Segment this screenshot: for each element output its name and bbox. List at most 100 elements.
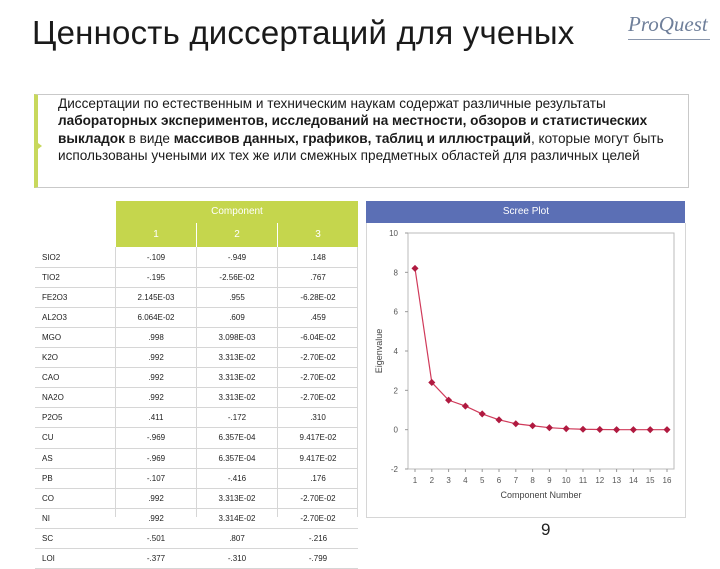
data-point xyxy=(646,426,654,434)
series-line xyxy=(414,268,667,431)
cell-value: -2.70E-02 xyxy=(300,393,336,403)
y-tick-label: 6 xyxy=(394,308,399,317)
table-row: LOI -.377 -.310 -.799 xyxy=(35,549,358,569)
cell-value: -6.28E-02 xyxy=(300,293,336,303)
data-point xyxy=(495,416,503,424)
row-label: FE2O3 xyxy=(42,293,68,303)
cell-value: -.949 xyxy=(227,253,247,262)
cell-value: -.109 xyxy=(146,253,166,262)
row-label: CO xyxy=(42,493,54,503)
data-point xyxy=(613,426,621,434)
x-tick-label: 15 xyxy=(646,476,655,485)
x-tick-label: 4 xyxy=(463,476,468,485)
column-header-1: 1 xyxy=(116,223,196,247)
data-point xyxy=(579,425,587,433)
table-row: K2O .992 3.313E-02 -2.70E-02 xyxy=(35,348,358,368)
cell-value: 3.313E-02 xyxy=(218,393,256,403)
cell-value: .955 xyxy=(229,293,245,303)
quote-part-3: массивов данных, графиков, таблиц и иллю… xyxy=(173,130,531,146)
x-tick-label: 5 xyxy=(480,476,485,485)
data-point xyxy=(663,426,671,434)
table-row: SIO2 -.109 -.949 .148 xyxy=(35,248,358,268)
cell-value: 3.098E-03 xyxy=(218,333,256,343)
row-label: MGO xyxy=(42,333,62,343)
cell-value: -.195 xyxy=(146,273,166,283)
cell-value: 9.417E-02 xyxy=(299,453,337,463)
row-label: AL2O3 xyxy=(42,313,67,323)
cell-value: -.172 xyxy=(227,413,247,423)
cell-value: .992 xyxy=(148,493,164,503)
cell-value: 2.145E-03 xyxy=(137,293,175,303)
row-label: CAO xyxy=(42,373,60,383)
column-divider xyxy=(357,247,358,517)
row-label: AS xyxy=(42,453,53,463)
y-tick-label: -2 xyxy=(391,465,399,474)
data-point xyxy=(545,424,553,432)
y-tick-label: 8 xyxy=(394,268,399,277)
cell-value: -.107 xyxy=(146,473,166,483)
column-divider xyxy=(115,247,116,517)
table-row: CO .992 3.313E-02 -2.70E-02 xyxy=(35,489,358,509)
cell-value: .411 xyxy=(148,413,164,423)
cell-value: -.216 xyxy=(308,533,328,543)
y-tick-label: 2 xyxy=(394,386,399,395)
table-row: AS -.969 6.357E-04 9.417E-02 xyxy=(35,449,358,469)
x-tick-label: 12 xyxy=(595,476,604,485)
scree-plot-frame xyxy=(366,223,686,518)
data-point xyxy=(512,420,520,428)
x-tick-label: 10 xyxy=(562,476,571,485)
table-row: AL2O3 6.064E-02 .609 .459 xyxy=(35,308,358,328)
x-tick-label: 6 xyxy=(497,476,502,485)
quote-part-4: , которые могут быть использованы ученым… xyxy=(58,130,664,164)
data-point xyxy=(478,410,486,418)
column-header-2: 2 xyxy=(197,223,277,247)
column-header-3: 3 xyxy=(278,223,358,247)
x-tick-label: 14 xyxy=(629,476,638,485)
table-row: NI .992 3.314E-02 -2.70E-02 xyxy=(35,509,358,529)
page-number: 9 xyxy=(541,520,551,539)
cell-value: -.969 xyxy=(146,433,166,443)
cell-value: -.377 xyxy=(146,553,166,563)
cell-value: -2.70E-02 xyxy=(300,373,336,383)
cell-value: .459 xyxy=(310,313,326,323)
page-title: Ценность диссертаций для ученых xyxy=(32,14,575,51)
table-row: CU -.969 6.357E-04 9.417E-02 xyxy=(35,428,358,448)
x-tick-label: 1 xyxy=(413,476,418,485)
y-axis-label: Eigenvalue xyxy=(374,329,384,374)
row-label: TIO2 xyxy=(42,273,60,283)
x-tick-label: 16 xyxy=(663,476,672,485)
row-label: LOI xyxy=(42,553,55,563)
table-row: MGO .998 3.098E-03 -6.04E-02 xyxy=(35,328,358,348)
row-label: NI xyxy=(42,513,50,523)
column-divider xyxy=(196,247,197,517)
table-row: NA2O .992 3.313E-02 -2.70E-02 xyxy=(35,388,358,408)
x-tick-label: 11 xyxy=(579,476,588,485)
cell-value: -.310 xyxy=(227,553,247,563)
row-label: NA2O xyxy=(42,393,64,403)
data-point xyxy=(461,402,469,410)
cell-value: -6.04E-02 xyxy=(300,333,336,343)
plot-area xyxy=(407,232,675,470)
cell-value: 6.357E-04 xyxy=(218,453,256,463)
cell-value: 3.313E-02 xyxy=(218,353,256,363)
cell-value: 3.313E-02 xyxy=(218,493,256,503)
component-header: Component xyxy=(116,201,358,223)
row-divider xyxy=(35,527,358,529)
cell-value: -.416 xyxy=(227,473,247,483)
x-tick-label: 2 xyxy=(430,476,435,485)
cell-value: .998 xyxy=(148,333,164,343)
quote-part-0: Диссертации по естественным и технически… xyxy=(58,96,606,111)
quote-part-1: лабораторных экспериментов, исследований… xyxy=(58,113,648,146)
scree-plot-title: Scree Plot xyxy=(502,206,549,217)
quote-part-2: в виде xyxy=(124,130,174,146)
y-tick-label: 10 xyxy=(389,229,398,238)
x-tick-label: 8 xyxy=(530,476,535,485)
table-row: TIO2 -.195 -2.56E-02 .767 xyxy=(35,268,358,288)
table-row: P2O5 .411 -.172 .310 xyxy=(35,408,358,428)
table-row: FE2O3 2.145E-03 .955 -6.28E-02 xyxy=(35,288,358,308)
data-point xyxy=(596,425,604,434)
cell-value: 3.314E-02 xyxy=(218,513,256,523)
cell-value: -.969 xyxy=(146,453,166,463)
cell-value: .176 xyxy=(310,473,326,483)
cell-value: -2.70E-02 xyxy=(300,353,336,363)
